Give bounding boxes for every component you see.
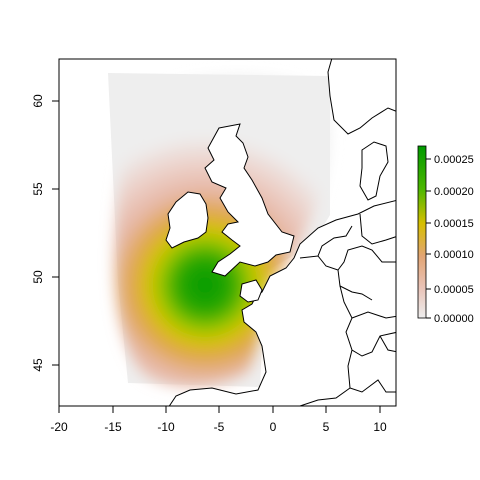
y-axis [52, 100, 60, 366]
x-tick-label: 0 [270, 420, 277, 434]
x-axis [58, 405, 381, 413]
country-borders [299, 213, 396, 406]
density-field [114, 76, 329, 387]
x-tick-label: 10 [373, 420, 387, 434]
legend-label: 0.00015 [434, 218, 474, 230]
y-tick-label: 60 [31, 94, 45, 108]
legend-colorbar [417, 145, 427, 319]
color-legend: 0.00000 0.00005 0.00010 0.00015 0.00020 … [417, 145, 474, 325]
great-britain [204, 123, 295, 277]
legend-label: 0.00005 [434, 284, 474, 296]
map-panel [108, 59, 396, 406]
y-tick-label: 50 [31, 270, 45, 284]
denmark [359, 141, 389, 201]
brittany [239, 279, 263, 303]
x-tick-label: -5 [214, 420, 225, 434]
legend-label: 0.00010 [434, 249, 474, 261]
x-tick-label: -10 [157, 420, 175, 434]
x-tick-label: -15 [104, 420, 122, 434]
ireland [165, 191, 209, 249]
y-tick-label: 55 [31, 182, 45, 196]
norway [327, 59, 396, 135]
x-tick-label: -20 [50, 420, 68, 434]
y-tick-label: 45 [31, 358, 45, 372]
legend-label: 0.00025 [434, 154, 474, 166]
x-tick-label: 5 [323, 420, 330, 434]
continental-europe [168, 199, 396, 406]
x-tick-labels: -20 -15 -10 -5 0 5 10 [50, 420, 387, 434]
legend-label: 0.00020 [434, 186, 474, 198]
y-tick-labels: 45 50 55 60 [31, 94, 45, 372]
legend-label: 0.00000 [434, 313, 474, 325]
